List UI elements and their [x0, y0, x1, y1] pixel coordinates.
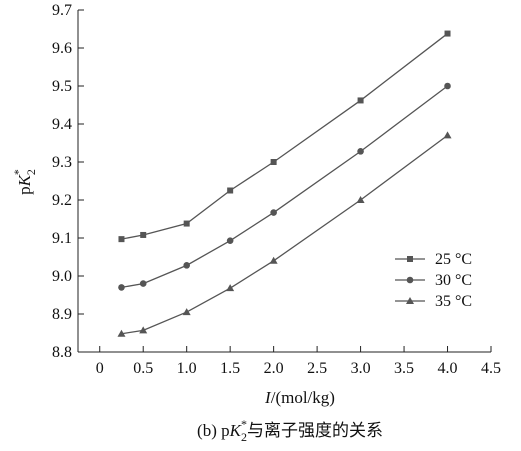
- series-2: [118, 82, 451, 291]
- legend-label: 25 °C: [435, 251, 472, 268]
- legend-item: 30 °C: [395, 272, 472, 289]
- data-point: [357, 97, 364, 104]
- data-point: [443, 131, 452, 139]
- caption-superscript: *: [241, 417, 247, 431]
- y-tick-label: 9.2: [52, 192, 72, 209]
- series-3: [117, 131, 452, 337]
- legend-label: 35 °C: [435, 293, 472, 310]
- series-line: [121, 134, 448, 335]
- data-point: [356, 196, 365, 203]
- x-tick-label: 2.5: [307, 360, 327, 377]
- data-point: [139, 326, 148, 334]
- y-axis-title-subscript: 2: [24, 169, 38, 175]
- data-point: [226, 284, 235, 292]
- data-point: [227, 187, 234, 194]
- y-tick-label: 8.9: [52, 306, 72, 323]
- y-tick-label: 9.0: [52, 268, 72, 285]
- data-point: [118, 236, 125, 243]
- data-point: [140, 231, 147, 238]
- data-point: [139, 280, 147, 287]
- x-tick-label: 0.5: [133, 360, 153, 377]
- data-point: [183, 262, 190, 269]
- legend-marker: [407, 256, 413, 262]
- legend-item: 35 °C: [395, 293, 472, 310]
- series-1: [118, 30, 451, 243]
- y-axis-ticks: 8.8 8.9 9.0 9.1 9.2 9.3 9.4 9.5 9.6 9.7: [52, 2, 84, 361]
- y-axis-title: pK2*: [11, 169, 38, 195]
- legend: 25 °C 30 °C 35 °C: [395, 251, 472, 310]
- y-tick-label: 9.1: [52, 230, 72, 247]
- x-tick-label: 4.0: [438, 360, 458, 377]
- caption-subscript: 2: [241, 430, 247, 444]
- x-axis-ticks: 0 0.5 1.0 1.5 2.0 2.5 3.0 3.5 4.0 4.5: [96, 346, 501, 377]
- y-axis-title-prefix: p: [15, 186, 34, 195]
- y-tick-label: 9.3: [52, 154, 72, 171]
- series-line: [121, 33, 448, 240]
- x-tick-label: 1.5: [220, 360, 240, 377]
- x-tick-label: 4.5: [481, 360, 501, 377]
- data-point: [357, 148, 364, 155]
- data-point: [226, 237, 234, 244]
- caption-prefix: (b) p: [197, 421, 230, 440]
- y-tick-label: 9.7: [52, 2, 72, 19]
- x-axis-title-unit: /(mol/kg): [271, 388, 335, 407]
- data-point: [444, 30, 451, 37]
- legend-marker: [406, 297, 414, 304]
- data-point: [118, 284, 125, 291]
- x-axis-title-symbol: I: [264, 388, 272, 407]
- y-tick-label: 8.8: [52, 344, 72, 361]
- y-tick-label: 9.5: [52, 78, 72, 95]
- data-point: [270, 159, 277, 165]
- legend-item: 25 °C: [395, 251, 472, 268]
- x-tick-label: 0: [96, 360, 104, 377]
- x-tick-label: 3.0: [351, 360, 371, 377]
- series-group: [117, 30, 452, 337]
- data-point: [117, 329, 126, 337]
- data-point: [183, 220, 190, 227]
- caption-symbol: K: [229, 421, 243, 440]
- y-axis-title-symbol: K: [15, 173, 34, 187]
- y-axis-title-superscript: *: [11, 169, 25, 175]
- x-tick-label: 3.5: [394, 360, 414, 377]
- figure-caption: (b) pK2*与离子强度的关系: [197, 417, 383, 444]
- y-tick-label: 9.4: [52, 116, 72, 133]
- data-point: [182, 308, 191, 316]
- data-point: [270, 209, 277, 216]
- caption-suffix: 与离子强度的关系: [247, 421, 383, 440]
- axes: [77, 10, 491, 353]
- legend-marker: [406, 276, 414, 284]
- legend-label: 30 °C: [435, 272, 472, 289]
- x-axis-title: I/(mol/kg): [264, 388, 335, 407]
- y-tick-label: 9.6: [52, 40, 72, 57]
- x-tick-label: 1.0: [177, 360, 197, 377]
- data-point: [269, 256, 278, 264]
- x-tick-label: 2.0: [264, 360, 284, 377]
- series-line: [121, 85, 448, 289]
- data-point: [444, 82, 451, 90]
